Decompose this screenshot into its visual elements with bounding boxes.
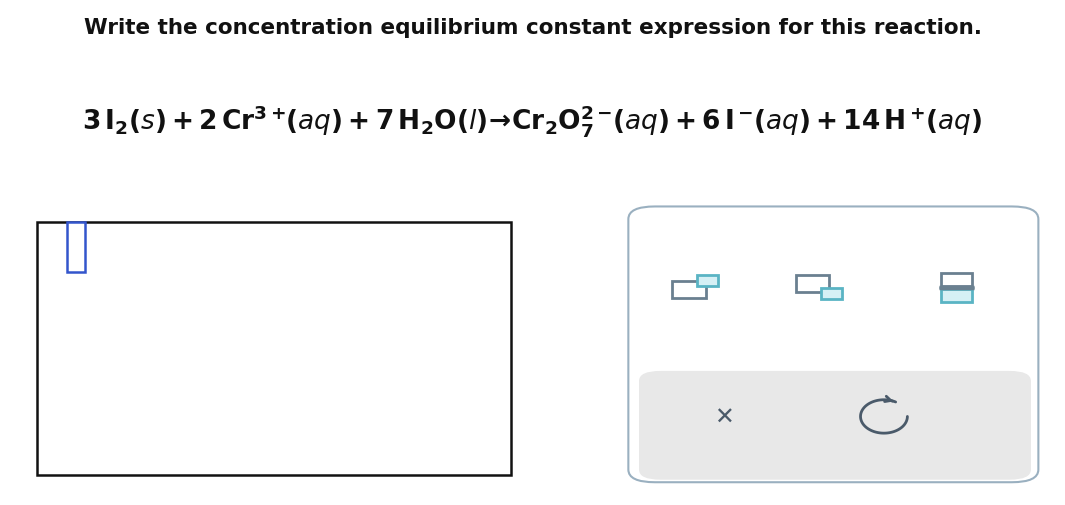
FancyBboxPatch shape — [639, 371, 1031, 480]
FancyBboxPatch shape — [37, 222, 511, 475]
FancyBboxPatch shape — [941, 289, 971, 302]
FancyBboxPatch shape — [797, 275, 830, 293]
FancyBboxPatch shape — [672, 281, 706, 298]
FancyBboxPatch shape — [820, 288, 841, 299]
FancyBboxPatch shape — [67, 222, 85, 273]
Text: $\mathbf{3\,I_2}$$\mathbf{(\mathit{s})+2\,Cr^{3+}\!(\mathit{aq})+7\,H_2O(\mathit: $\mathbf{3\,I_2}$$\mathbf{(\mathit{s})+2… — [82, 103, 983, 139]
Text: ✕: ✕ — [715, 405, 734, 429]
FancyBboxPatch shape — [628, 207, 1038, 482]
Text: Write the concentration equilibrium constant expression for this reaction.: Write the concentration equilibrium cons… — [83, 18, 982, 38]
FancyBboxPatch shape — [941, 273, 971, 286]
FancyBboxPatch shape — [697, 276, 718, 287]
